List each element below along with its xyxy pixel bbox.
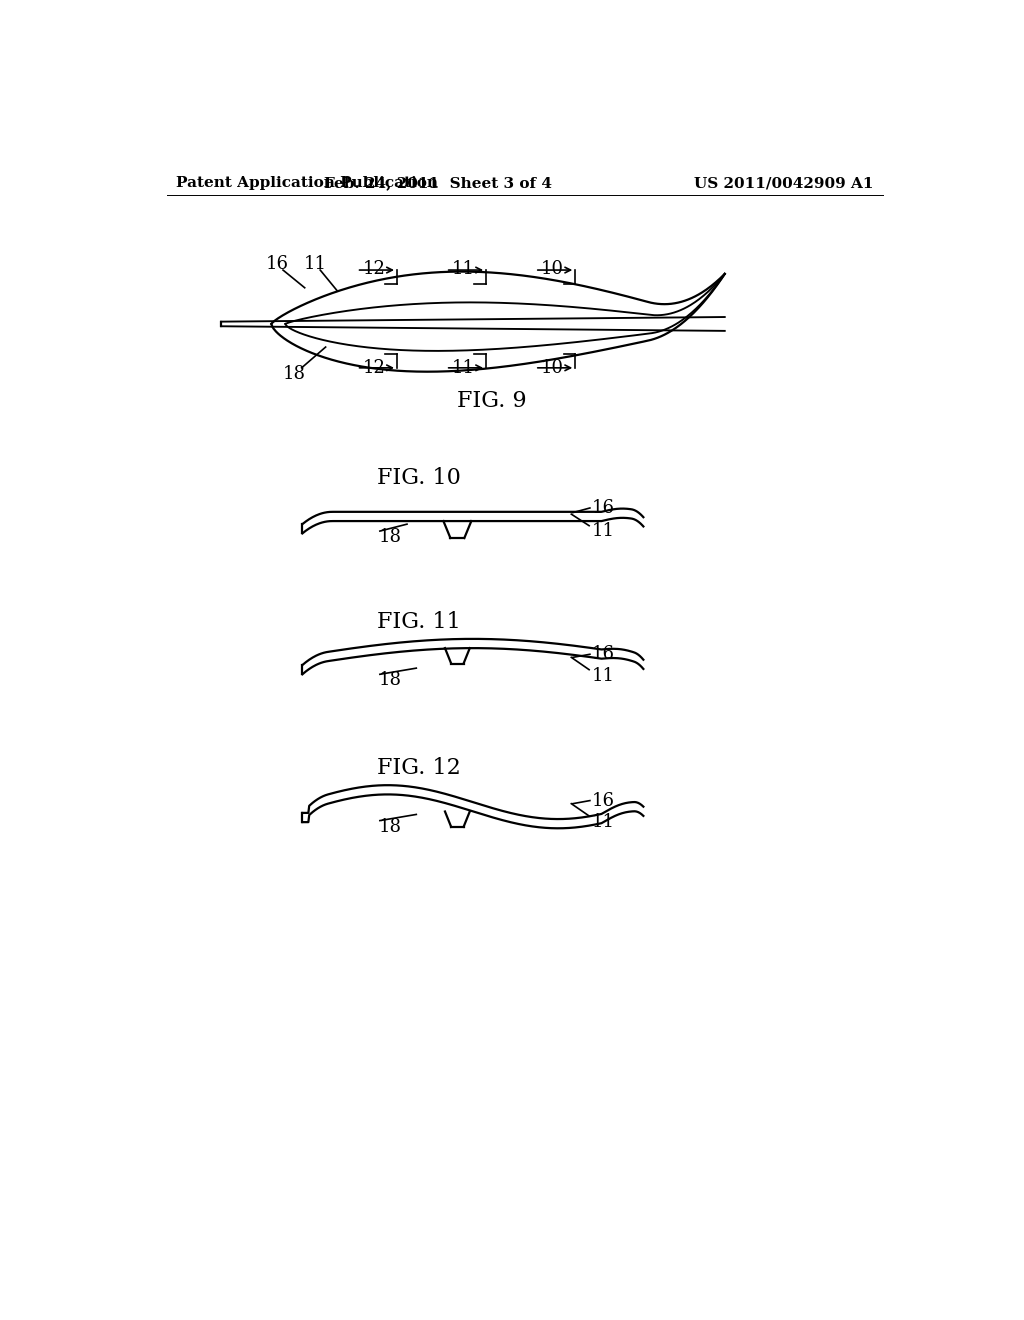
Text: 16: 16 bbox=[592, 499, 614, 517]
Text: 16: 16 bbox=[266, 255, 289, 273]
Text: 11: 11 bbox=[592, 667, 614, 685]
Text: 10: 10 bbox=[541, 359, 563, 376]
Text: 16: 16 bbox=[592, 645, 614, 663]
Text: 18: 18 bbox=[378, 818, 401, 836]
Text: 16: 16 bbox=[592, 792, 614, 809]
Text: Feb. 24, 2011  Sheet 3 of 4: Feb. 24, 2011 Sheet 3 of 4 bbox=[324, 176, 552, 190]
Text: 10: 10 bbox=[541, 260, 563, 277]
Text: 18: 18 bbox=[378, 672, 401, 689]
Text: Patent Application Publication: Patent Application Publication bbox=[176, 176, 438, 190]
Text: 11: 11 bbox=[592, 813, 614, 832]
Text: 11: 11 bbox=[452, 359, 474, 376]
Text: FIG. 12: FIG. 12 bbox=[377, 758, 461, 779]
Text: 11: 11 bbox=[592, 523, 614, 540]
Text: FIG. 9: FIG. 9 bbox=[458, 389, 527, 412]
Text: 18: 18 bbox=[378, 528, 401, 546]
Text: 11: 11 bbox=[452, 260, 474, 277]
Text: 12: 12 bbox=[362, 359, 385, 376]
Text: FIG. 10: FIG. 10 bbox=[377, 467, 461, 488]
Text: 11: 11 bbox=[304, 255, 327, 273]
Text: 18: 18 bbox=[283, 366, 306, 383]
Text: 12: 12 bbox=[362, 260, 385, 277]
Text: FIG. 11: FIG. 11 bbox=[377, 611, 461, 634]
Text: US 2011/0042909 A1: US 2011/0042909 A1 bbox=[694, 176, 873, 190]
